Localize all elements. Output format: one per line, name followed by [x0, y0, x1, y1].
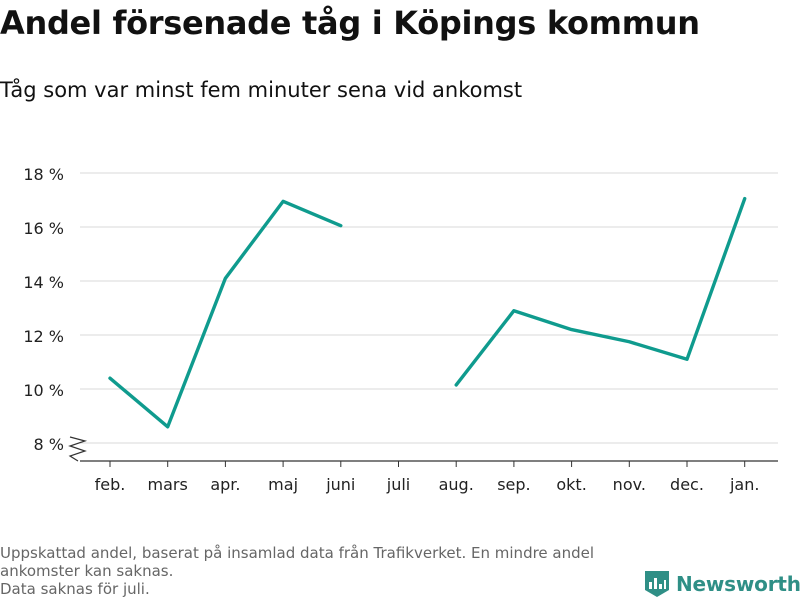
x-tick-label: juni	[325, 475, 355, 494]
footnote: Uppskattad andel, baserat på insamlad da…	[0, 544, 640, 598]
y-tick-label: 12 %	[23, 327, 64, 346]
footnote-line: Data saknas för juli.	[0, 580, 150, 598]
x-tick-label: apr.	[210, 475, 240, 494]
bar-chart-shield-icon	[645, 571, 669, 597]
y-tick-label: 10 %	[23, 381, 64, 400]
y-tick-label: 16 %	[23, 219, 64, 238]
series-line	[108, 199, 343, 429]
series-line	[454, 196, 747, 387]
x-tick-label: maj	[268, 475, 298, 494]
brand-logo: Newsworthy	[644, 570, 800, 598]
line-chart: 8 % 10 % 12 % 14 % 16 % 18 % feb. mars apr. maj ju…	[23, 165, 778, 494]
x-tick-label: dec.	[670, 475, 704, 494]
y-tick-label: 14 %	[23, 273, 64, 292]
x-tick-label: okt.	[556, 475, 586, 494]
x-tick-label: sep.	[497, 475, 530, 494]
chart-subtitle: Tåg som var minst fem minuter sena vid a…	[0, 78, 523, 102]
x-tick-label: juli	[386, 475, 410, 494]
x-tick-label: jan.	[729, 475, 759, 494]
brand-name: Newsworthy	[676, 572, 800, 596]
x-tick-label: mars	[148, 475, 188, 494]
footnote-line: Uppskattad andel, baserat på insamlad da…	[0, 544, 595, 562]
x-tick-label: feb.	[95, 475, 126, 494]
footnote-line: ankomster kan saknas.	[0, 562, 174, 580]
x-tick-label: nov.	[613, 475, 646, 494]
x-tick-label: aug.	[439, 475, 474, 494]
axis-break-icon	[68, 436, 88, 462]
chart-title: Andel försenade tåg i Köpings kommun	[0, 4, 700, 42]
y-tick-label: 18 %	[23, 165, 64, 184]
y-tick-label: 8 %	[34, 435, 64, 454]
